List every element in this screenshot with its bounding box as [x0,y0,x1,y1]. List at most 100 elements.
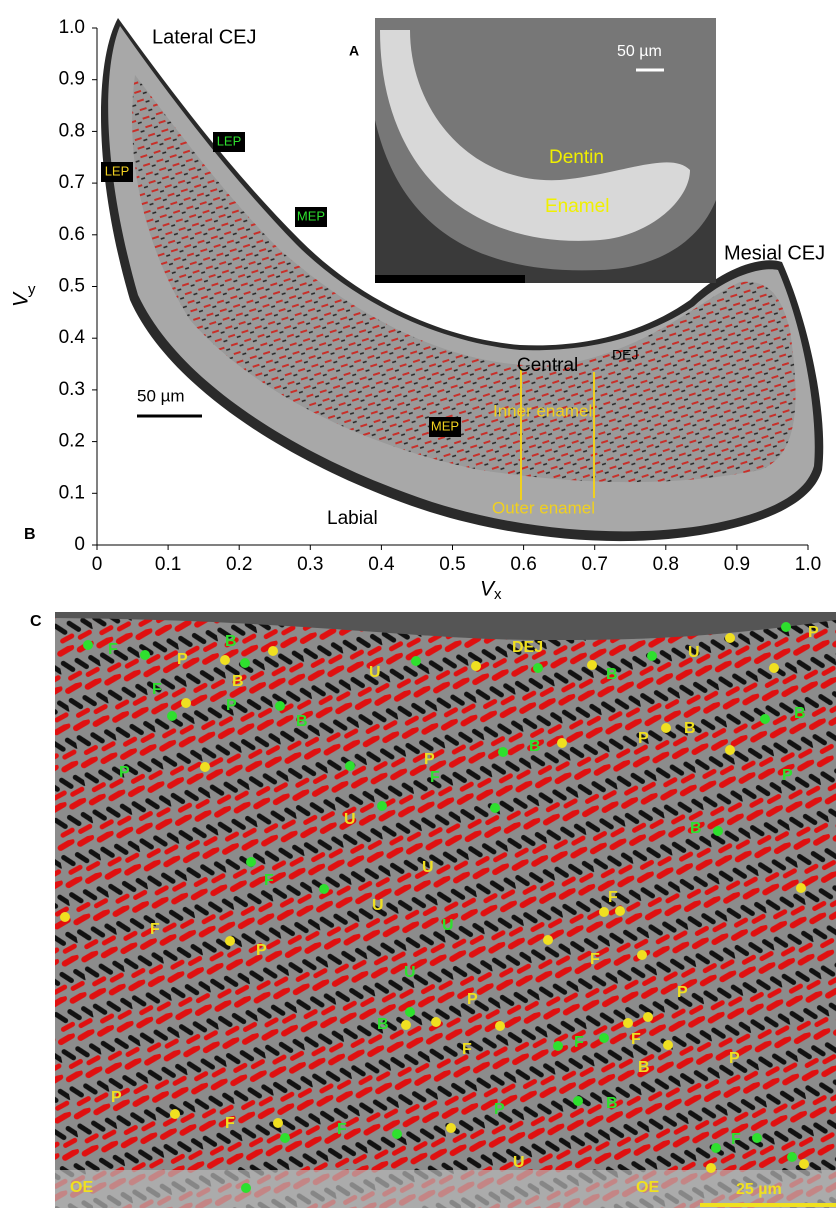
y-tick-label: 0.6 [59,224,85,245]
marker-dot [181,698,191,708]
panel-label: A [349,43,359,59]
marker-dot [401,1020,411,1030]
marker-dot [661,723,671,733]
annotation: B [377,1016,389,1033]
inset-enamel [380,30,690,241]
x-tick-label: 0.8 [653,554,679,575]
marker-dot [170,1109,180,1119]
panel-c-image [55,612,836,1208]
marker-dot [490,803,500,813]
y-tick-label: 0.4 [59,327,86,348]
y-tick-label: 0.1 [59,482,85,503]
marker-dot [471,661,481,671]
x-tick-label: 0.1 [155,554,181,575]
x-tick-label: 0.7 [581,554,607,575]
marker-dot [60,912,70,922]
y-tick-label: 0.9 [59,69,85,90]
marker-dot [573,1096,583,1106]
marker-dot [760,714,770,724]
panel-label: C [30,613,42,630]
label-box [101,162,133,182]
region-label: Enamel [545,196,609,217]
marker-dot [706,1163,716,1173]
marker-dot [725,745,735,755]
marker-dot [268,646,278,656]
marker-dot [599,1033,609,1043]
marker-dot [200,762,210,772]
marker-dot [637,950,647,960]
x-axis-symbol: V [480,578,496,601]
annotation: Central [517,355,578,376]
y-tick-label: 0.5 [59,276,85,297]
annotation: DEJ [512,639,543,656]
annotation: U [372,897,384,914]
annotation: OE [636,1179,659,1196]
y-tick-label: 0.8 [59,120,85,141]
annotation: P [729,1050,740,1067]
annotation: P [111,1089,122,1106]
y-tick-label: 0.2 [59,431,85,452]
marker-dot [533,663,543,673]
annotation: Inner enamel [493,401,592,420]
region-label: Dentin [549,147,604,168]
marker-dot [275,701,285,711]
marker-dot [411,656,421,666]
annotation: B [684,720,696,737]
marker-dot [345,761,355,771]
annotation: F [264,872,274,889]
annotation: P [638,730,649,747]
label-box [295,207,327,227]
marker-dot [752,1133,762,1143]
marker-dot [405,1007,415,1017]
annotation: F [731,1131,741,1148]
marker-dot [246,857,256,867]
y-axis-subscript: y [28,281,36,298]
annotation: P [782,767,793,784]
marker-dot [713,826,723,836]
annotation: F [337,1121,347,1138]
y-tick-label: 1.0 [59,17,85,38]
annotation: U [513,1154,525,1171]
marker-dot [446,1123,456,1133]
marker-dot [553,1041,563,1051]
annotation: B [232,673,244,690]
marker-dot [615,906,625,916]
scale-bar-label: 50 µm [617,43,662,60]
marker-dot [799,1159,809,1169]
marker-dot [599,907,609,917]
annotation: F [152,681,162,698]
annotation: B [296,713,308,730]
panel-label: B [24,526,36,543]
annotation: Labial [327,508,378,529]
annotation: F [574,1034,584,1051]
x-tick-label: 1.0 [795,554,821,575]
marker-dot [167,711,177,721]
marker-dot [319,884,329,894]
marker-dot [240,658,250,668]
annotation: B [638,1059,650,1076]
y-axis-symbol: V [10,291,33,307]
annotation: P [177,651,188,668]
x-tick-label: 0.5 [439,554,465,575]
annotation: 50 µm [137,386,185,405]
marker-dot [796,883,806,893]
annotation: F [225,1115,235,1132]
marker-dot [787,1152,797,1162]
annotation: U [442,917,454,934]
annotation: B [690,820,702,837]
x-tick-label: 0.2 [226,554,252,575]
y-tick-label: 0.3 [59,379,85,400]
label-box [429,417,461,437]
y-axis-label: V [10,291,33,307]
inset-outer [375,120,716,283]
annotation: P [256,942,267,959]
annotation: B [606,1095,618,1112]
x-tick-label: 0.4 [368,554,395,575]
annotation: MEP [431,418,459,433]
annotation: P [226,697,237,714]
annotation: MEP [297,208,325,223]
annotation: F [150,921,160,938]
annotation: U [404,964,416,981]
scale-bar-label: 25 µm [736,1181,782,1198]
